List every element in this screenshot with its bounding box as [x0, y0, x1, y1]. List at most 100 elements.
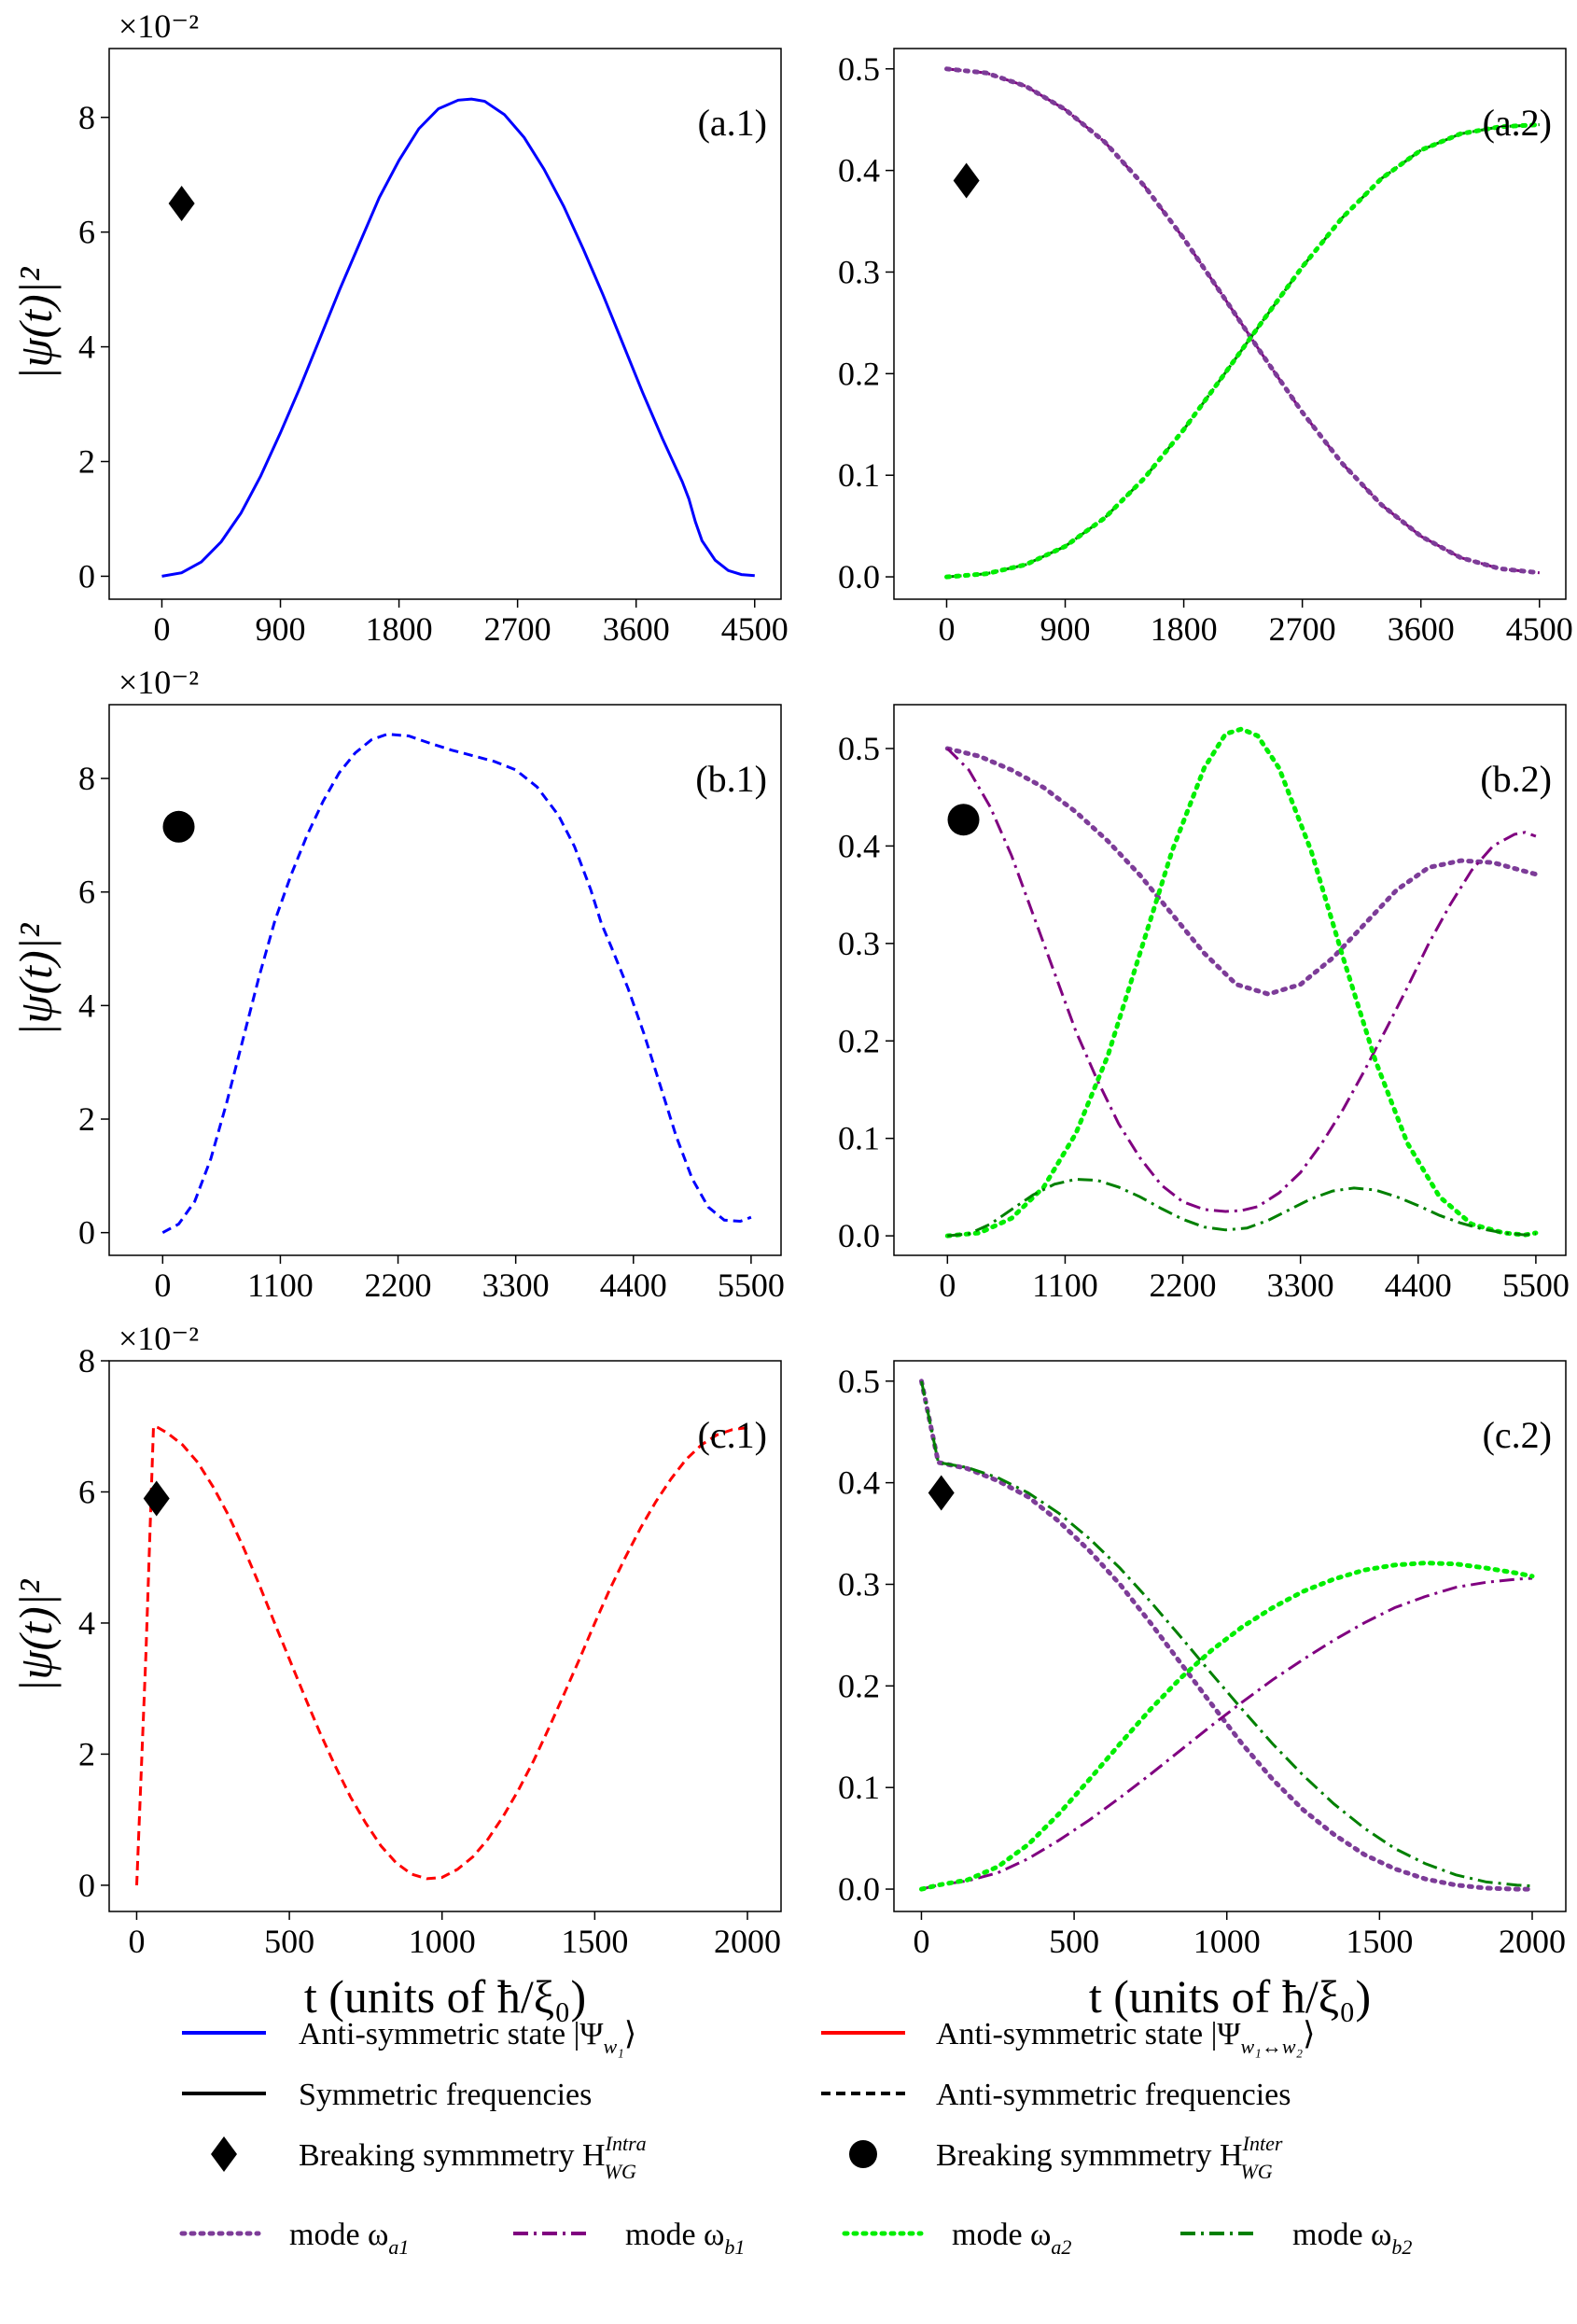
- y-tick-label: 0.0: [838, 1870, 880, 1908]
- series-group: [944, 66, 1542, 580]
- axes-frame: [893, 704, 1567, 1256]
- series-line-c2-2: [919, 1561, 1535, 1892]
- y-tick-label: 0.1: [838, 456, 880, 494]
- legend-mode-entry: mode ωb2: [1180, 2218, 1412, 2259]
- x-tick-label: 1500: [561, 1923, 628, 1960]
- x-tick-label: 900: [1040, 610, 1091, 648]
- y-tick-label: 0.2: [838, 1022, 880, 1059]
- panel-label: (c.2): [1483, 1414, 1552, 1456]
- y-tick-label: 0.3: [838, 925, 880, 962]
- legend-entry: Anti-symmetric state |Ψw₁⟩: [182, 2017, 636, 2058]
- series-group: [135, 1424, 748, 1885]
- panel-b2: 0 1100 2200 3300 4400 5500 0.0 0.1 0.2 0.3 0.4 0.5 (…: [838, 704, 1570, 1304]
- panel-c1: 0 500 1000 1500 2000 0 2 4 6 8 ×10⁻² (c.1) |ψ(t)|² t …: [9, 1320, 782, 2023]
- legend-label: Breaking symmmetry HIntra WG: [299, 2132, 647, 2183]
- legend-mode-entry: mode ωa2: [842, 2218, 1071, 2259]
- legend-label: mode ωa1: [289, 2218, 409, 2259]
- x-tick-label: 2200: [1150, 1267, 1217, 1304]
- x-axis-label: t (units of ħ/ξ₀): [1089, 1970, 1371, 2023]
- axis-offset-text: ×10⁻²: [119, 664, 199, 701]
- y-tick-label: 0.4: [838, 827, 880, 864]
- panel-b1: 0 1100 2200 3300 4400 5500 0 2 4 6 8 ×10⁻² (b.1) |ψ(t…: [9, 664, 785, 1304]
- series-line-a2-3: [944, 122, 1542, 580]
- y-tick-label: 0.0: [838, 558, 880, 595]
- legend-entry: Anti-symmetric state |Ψw₁↔w₂⟩: [821, 2017, 1315, 2058]
- x-axis-label: t (units of ħ/ξ₀): [304, 1970, 586, 2023]
- x-tick-label: 2700: [484, 610, 551, 648]
- panel-label: (b.2): [1480, 758, 1552, 800]
- y-tick-label: 4: [78, 329, 95, 366]
- y-tick-label: 0.5: [838, 730, 880, 767]
- axes-frame: [893, 48, 1567, 600]
- x-tick-label: 3600: [603, 610, 670, 648]
- axis-offset-text: ×10⁻²: [119, 1320, 199, 1357]
- x-tick-label: 4500: [721, 610, 788, 648]
- series-line-b2-1: [946, 747, 1537, 1213]
- series-line-c2-3: [920, 1380, 1533, 1888]
- axes-frame: [108, 1360, 782, 1912]
- series-line-a2-0: [946, 67, 1540, 575]
- axis-offset-text: ×10⁻²: [119, 7, 199, 45]
- panel-label: (a.1): [698, 102, 767, 144]
- legend-circle-icon: [849, 2140, 877, 2168]
- x-tick-label: 500: [1049, 1923, 1099, 1960]
- y-tick-label: 0: [78, 557, 95, 595]
- series-line-c2-0: [919, 1379, 1535, 1892]
- x-tick-label: 1800: [366, 610, 433, 648]
- x-tick-label: 1800: [1151, 610, 1218, 648]
- x-tick-label: 0: [938, 610, 955, 648]
- y-tick-label: 8: [78, 99, 95, 136]
- diamond-marker: [168, 185, 195, 221]
- x-tick-label: 0: [154, 1267, 171, 1304]
- circle-marker: [162, 810, 195, 843]
- x-tick-label: 1000: [1193, 1923, 1261, 1960]
- y-tick-label: 4: [78, 1604, 95, 1642]
- y-tick-label: 6: [78, 214, 95, 251]
- x-tick-label: 500: [264, 1923, 314, 1960]
- series-line-c1-0: [135, 1424, 748, 1885]
- y-tick-label: 0.1: [838, 1120, 880, 1157]
- y-axis-label: |ψ(t)|²: [9, 267, 62, 381]
- x-tick-label: 1100: [247, 1267, 314, 1304]
- x-tick-label: 900: [256, 610, 306, 648]
- x-tick-label: 2700: [1269, 610, 1336, 648]
- x-tick-label: 0: [128, 1923, 145, 1960]
- panel-c2: 0 500 1000 1500 2000 0.0 0.1 0.2 0.3 0.4 0.5 (c.2) t…: [838, 1360, 1567, 2023]
- x-tick-label: 0: [939, 1267, 956, 1304]
- x-tick-label: 3300: [1267, 1267, 1334, 1304]
- y-tick-label: 6: [78, 874, 95, 911]
- legend-label: Symmetric frequencies: [299, 2078, 592, 2112]
- diamond-marker: [928, 1475, 955, 1511]
- x-tick-label: 1100: [1032, 1267, 1098, 1304]
- chart-panels: 0 900 1800 2700 3600 450002468×10⁻²(a.1)|ψ(t)…: [9, 7, 1573, 2023]
- legend-mode-entry: mode ωb1: [513, 2218, 745, 2259]
- series-line-a1-0: [161, 97, 755, 578]
- x-tick-label: 5500: [718, 1267, 785, 1304]
- x-tick-label: 4500: [1506, 610, 1573, 648]
- series-line-c2-1: [921, 1576, 1533, 1891]
- legend-label: Anti-symmetric frequencies: [936, 2078, 1291, 2112]
- y-tick-label: 0.1: [838, 1769, 880, 1806]
- series-group: [919, 1379, 1535, 1892]
- legend-label: Anti-symmetric state |Ψw₁↔w₂⟩: [936, 2017, 1315, 2058]
- y-tick-label: 0: [78, 1214, 95, 1252]
- series-line-b2-2: [944, 726, 1539, 1239]
- legend-diamond-icon: [211, 2136, 237, 2172]
- x-tick-label: 2200: [365, 1267, 432, 1304]
- series-line-a2-2: [946, 123, 1540, 579]
- legend-mode-entry: mode ωa1: [179, 2218, 409, 2259]
- y-tick-label: 0.4: [838, 152, 880, 189]
- x-tick-label: 0: [913, 1923, 929, 1960]
- x-tick-label: 4400: [1385, 1267, 1452, 1304]
- diamond-marker: [143, 1480, 170, 1517]
- y-tick-label: 0.2: [838, 355, 880, 392]
- y-tick-label: 8: [78, 1342, 95, 1379]
- y-tick-label: 2: [78, 443, 95, 481]
- y-tick-label: 4: [78, 987, 95, 1024]
- x-tick-label: 0: [153, 610, 170, 648]
- diamond-marker: [953, 162, 980, 199]
- y-tick-label: 0.4: [838, 1464, 880, 1502]
- series-line-b2-0: [944, 746, 1539, 997]
- panel-a2: 0 900 1800 2700 3600 4500 0.0 0.1 0.2 0.3 0.4 0.5 (a…: [838, 48, 1573, 648]
